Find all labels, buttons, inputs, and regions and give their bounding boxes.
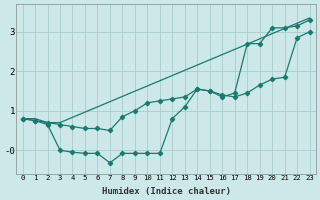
X-axis label: Humidex (Indice chaleur): Humidex (Indice chaleur) — [101, 187, 231, 196]
